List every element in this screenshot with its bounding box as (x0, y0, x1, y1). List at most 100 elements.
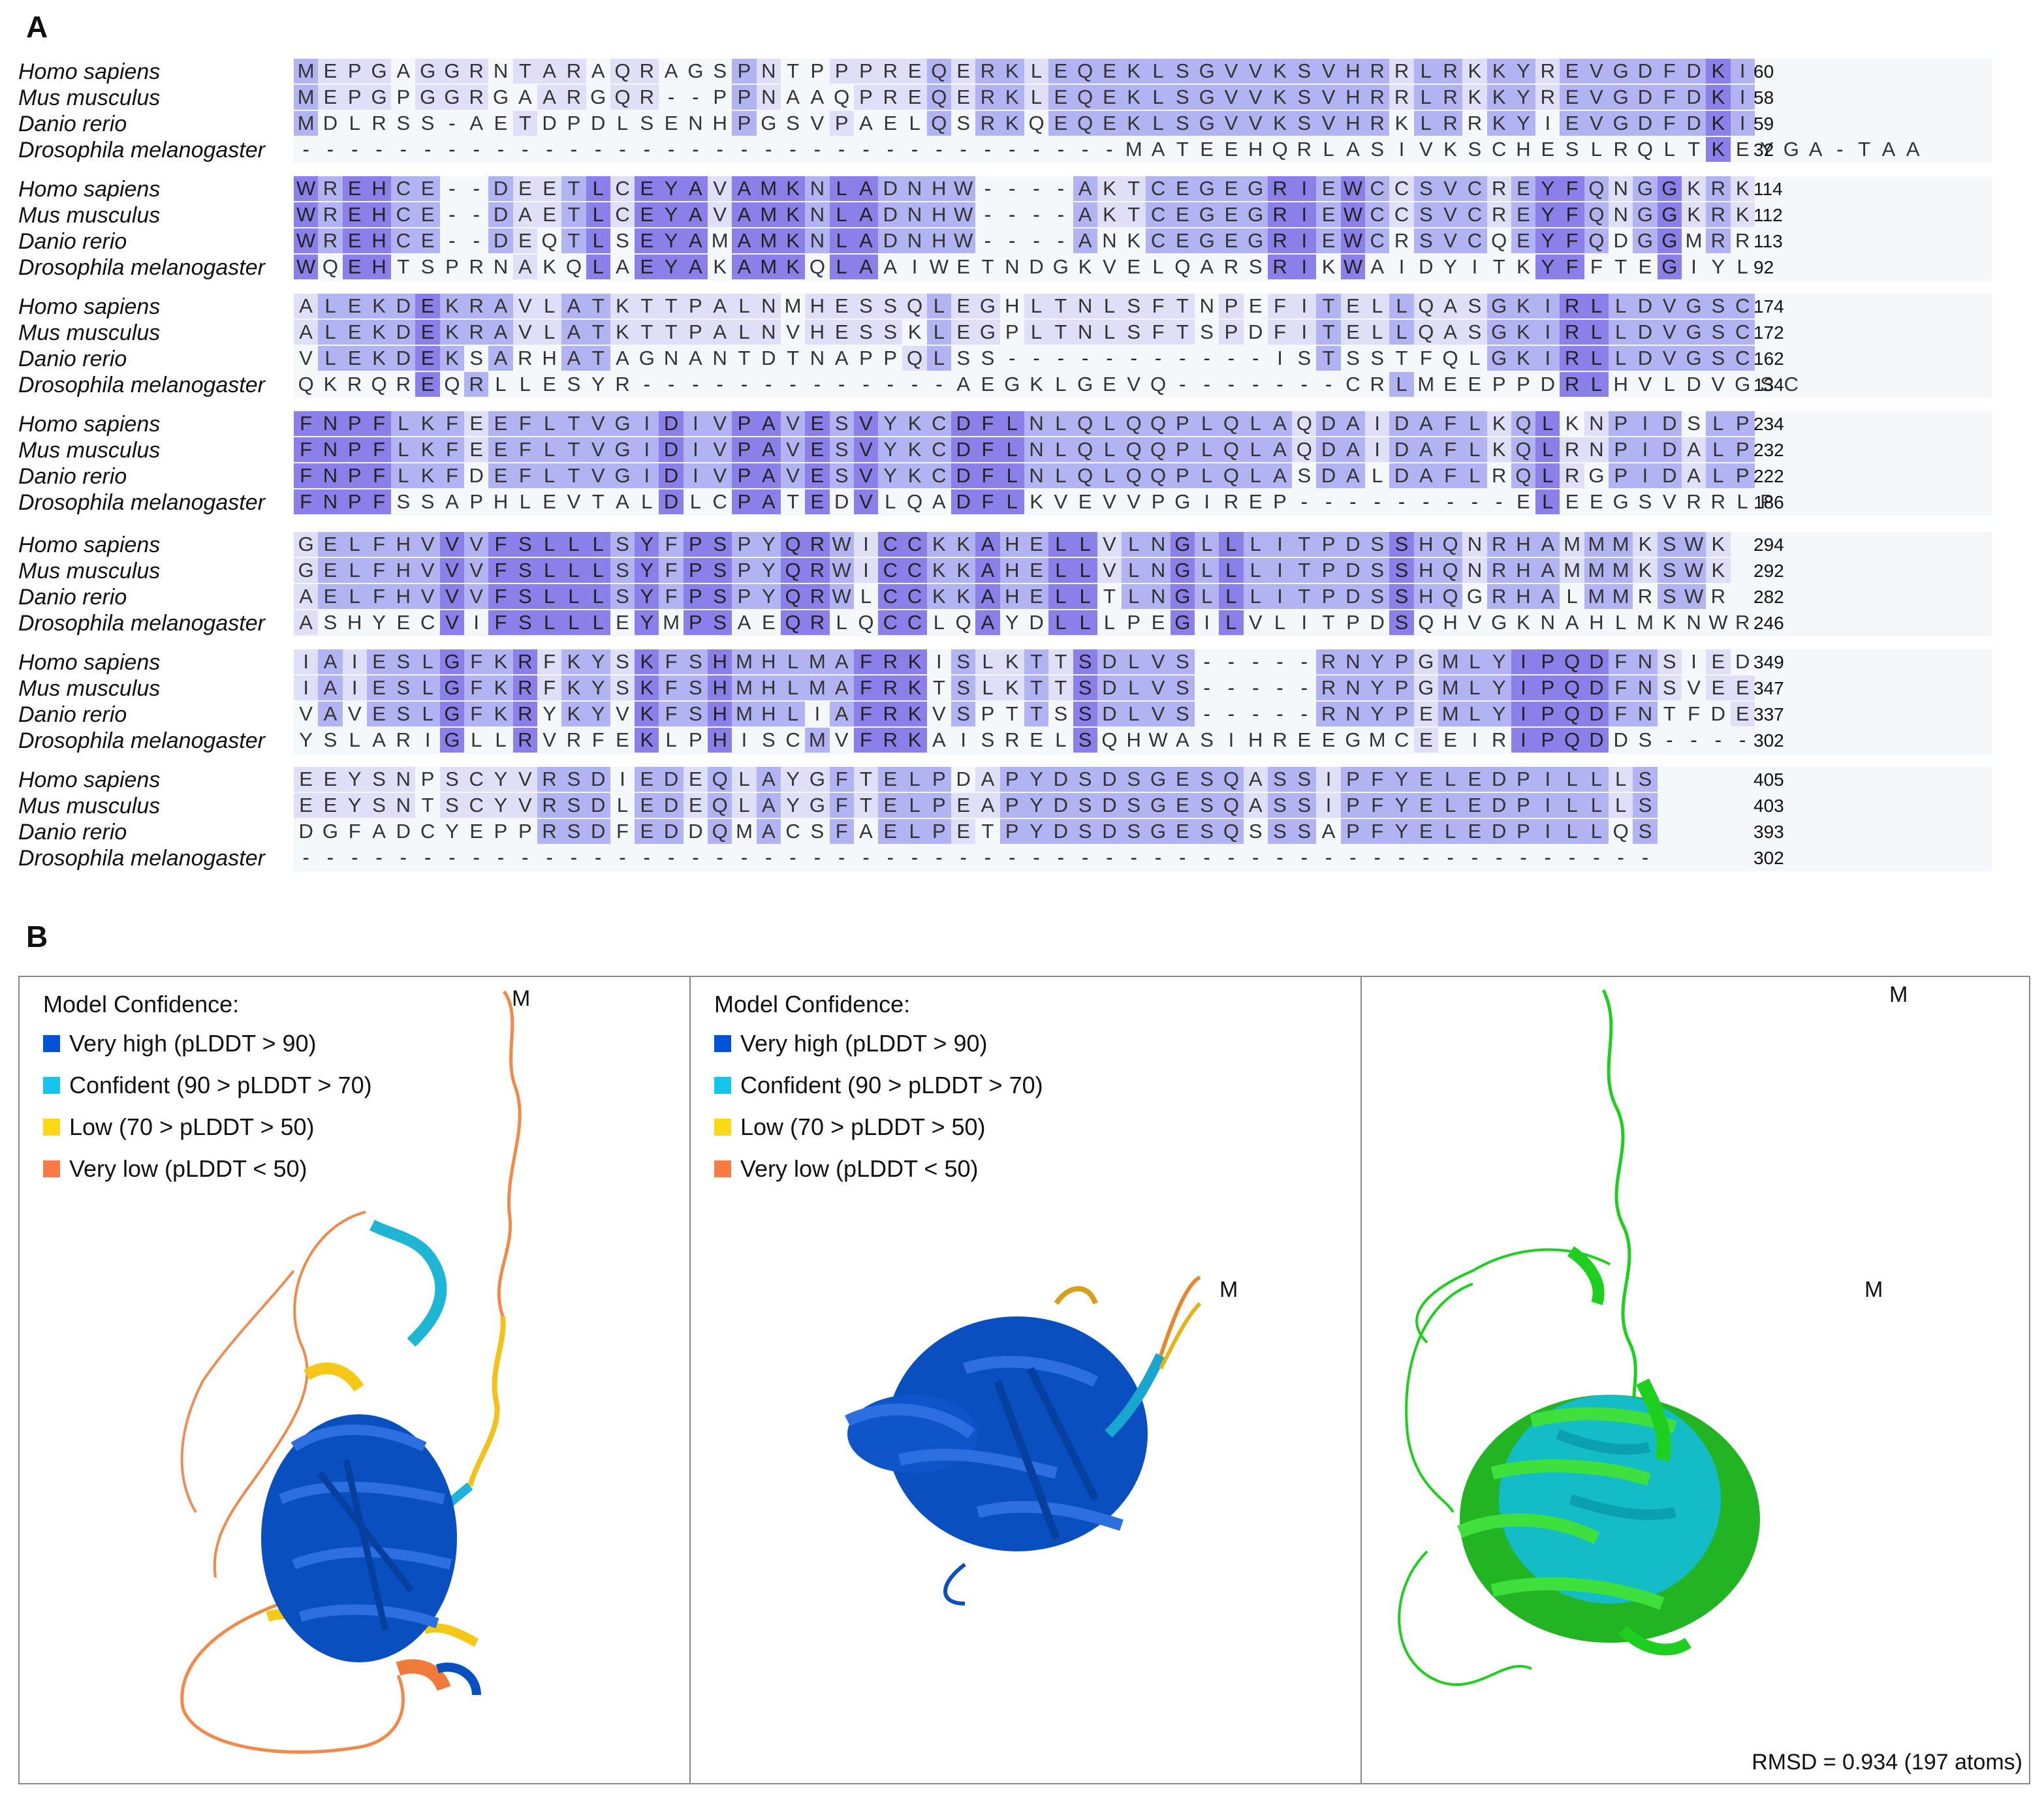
residue: H (1340, 85, 1366, 110)
residue: A (756, 819, 781, 844)
residue: R (561, 85, 586, 110)
residue: F (537, 649, 562, 674)
residue: L (1073, 584, 1097, 609)
residue: I (1633, 463, 1658, 488)
residue: G (1633, 202, 1658, 227)
alignment-gap: - (326, 138, 334, 161)
residue: W (294, 228, 319, 253)
residue: A (1243, 767, 1268, 792)
structure-human-model: Model Confidence: Very high (pLDDT > 90)… (20, 977, 689, 1783)
residue: L (732, 294, 757, 318)
residue: S (512, 584, 537, 609)
residue: A (1243, 793, 1268, 818)
residue: K (902, 702, 927, 726)
residue: L (1219, 532, 1244, 557)
residue: S (1760, 373, 1774, 396)
residue: S (1657, 676, 1682, 700)
residue: L (1566, 585, 1578, 608)
residue: V (415, 532, 440, 557)
residue: R (1486, 558, 1511, 583)
residue: R (396, 373, 411, 396)
residue: F (348, 820, 361, 843)
residue: Y (1535, 228, 1560, 253)
rmsd-annotation: RMSD = 0.934 (197 atoms) (1752, 1750, 2022, 1775)
alignment-gap: - (1374, 490, 1381, 513)
residue: Q (1442, 347, 1458, 369)
residue: W (294, 176, 319, 201)
sequence-row: ----------------------------------------… (294, 845, 1658, 870)
residue: S (469, 347, 484, 369)
residue: I (1204, 611, 1210, 634)
residue: A (294, 320, 319, 345)
residue: P (1005, 320, 1019, 343)
residue: Q (1560, 676, 1584, 700)
residue: N (1633, 676, 1658, 700)
alignment-gap: - (1154, 846, 1162, 869)
residue: W (929, 255, 949, 278)
residue: M (1609, 584, 1633, 609)
residue: D (951, 411, 976, 436)
residue: V (1657, 346, 1682, 371)
residue: F (1146, 294, 1171, 318)
residue: L (926, 320, 952, 345)
residue: T (1614, 255, 1627, 278)
residue: D (1633, 85, 1658, 110)
residue: S (1122, 320, 1146, 345)
residue: N (902, 176, 927, 201)
alignment-gap: - (1009, 347, 1016, 369)
residue: K (951, 532, 976, 557)
residue: G (1657, 228, 1682, 253)
residue: E (1730, 676, 1755, 700)
residue: R (1560, 346, 1584, 371)
alignment-gap: - (1203, 676, 1210, 699)
residue: D (1029, 255, 1044, 278)
residue: K (1486, 411, 1511, 436)
residue: Y (780, 767, 806, 792)
residue: Y (1486, 702, 1511, 726)
residue: G (1681, 320, 1706, 345)
residue: I (960, 728, 966, 751)
residue: E (1170, 793, 1195, 818)
residue: A (1267, 463, 1293, 488)
residue: Y (342, 767, 367, 792)
residue: L (1438, 793, 1463, 818)
residue: K (1486, 85, 1511, 110)
residue: K (1486, 59, 1511, 84)
residue: V (1438, 176, 1463, 201)
residue: I (1301, 611, 1308, 634)
residue: S (561, 767, 586, 792)
residue: F (659, 649, 684, 674)
residue: N (1609, 202, 1633, 227)
residue: E (1565, 490, 1579, 513)
alignment-gap: - (1203, 702, 1210, 725)
alignment-gap: - (984, 138, 992, 161)
residue: N (1146, 532, 1171, 557)
residue: R (1637, 585, 1653, 608)
residue: N (663, 347, 679, 369)
residue: H (926, 176, 952, 201)
residue: G (1783, 138, 1799, 161)
legend-row-low: Low (70 > pLDDT > 50) (714, 1106, 1043, 1148)
residue: P (1389, 702, 1414, 726)
residue: R (1735, 611, 1750, 634)
residue: L (1737, 255, 1748, 278)
residue: I (1316, 793, 1341, 818)
residue: R (878, 649, 903, 674)
sequence-end-position: 92 (1753, 257, 1774, 277)
residue: S (829, 437, 854, 462)
residue: P (1170, 411, 1195, 436)
residue: H (1248, 138, 1263, 161)
residue: T (1024, 649, 1049, 674)
residue: S (810, 820, 825, 843)
residue: I (635, 411, 659, 436)
residue: L (537, 320, 562, 345)
residue: V (439, 584, 465, 609)
residue: Q (1219, 793, 1244, 818)
residue: L (1413, 111, 1438, 136)
residue: S (1170, 649, 1195, 674)
residue: I (1471, 255, 1478, 278)
residue: L (1194, 463, 1219, 488)
residue: C (712, 490, 727, 513)
